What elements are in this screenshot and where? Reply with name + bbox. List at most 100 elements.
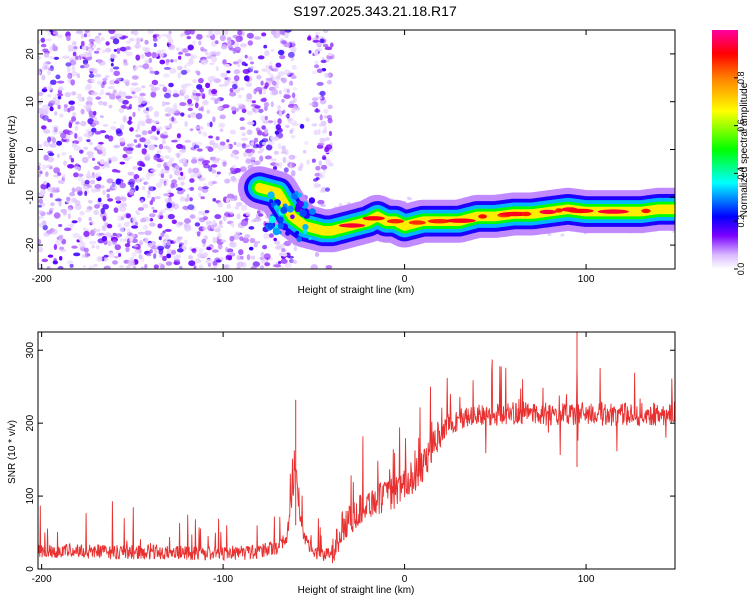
heatmap-speckle-dot (218, 84, 224, 88)
heatmap-speckle-dot (204, 210, 210, 214)
heatmap-speckle-dot (269, 61, 273, 67)
heatmap-speckle-dot (184, 121, 188, 127)
heatmap-speckle-dot (40, 37, 46, 43)
heatmap-speckle-dot (168, 30, 172, 35)
heatmap-speckle-dot (142, 203, 149, 209)
heatmap-speckle-dot (106, 193, 110, 199)
heatmap-speckle-dot (96, 228, 101, 232)
heatmap-speckle-dot (160, 155, 164, 161)
colorbar-tick-label: 0.8 (736, 72, 746, 85)
heatmap-speckle-dot (63, 227, 72, 232)
heatmap-speckle-dot (88, 48, 93, 53)
heatmap-speckle-dot (192, 173, 199, 178)
heatmap-speckle-dot (84, 190, 88, 196)
heatmap-speckle-dot (176, 152, 180, 159)
heatmap-cluster-dot (296, 236, 302, 242)
heatmap-speckle-dot (103, 265, 111, 269)
heatmap-speckle-dot (153, 154, 158, 161)
heatmap-speckle-dot (182, 48, 189, 53)
heatmap-hotspot (427, 219, 451, 224)
heatmap-speckle-dot (223, 30, 229, 36)
heatmap-speckle-dot (234, 195, 238, 201)
heatmap-speckle-dot (177, 72, 182, 79)
heatmap-speckle-dot (322, 169, 327, 174)
heatmap-speckle-dot (230, 241, 237, 248)
heatmap-speckle-dot (116, 77, 122, 81)
heatmap-speckle-dot (38, 143, 43, 149)
heatmap-speckle-dot (211, 75, 216, 80)
heatmap-speckle-dot (281, 98, 285, 103)
heatmap-speckle-dot (78, 97, 83, 102)
heatmap-speckle-dot (277, 49, 285, 56)
heatmap-speckle-dot (263, 253, 271, 260)
heatmap-speckle-dot (77, 173, 84, 177)
heatmap-speckle-dot (200, 46, 205, 52)
heatmap-speckle-dot (322, 43, 329, 48)
heatmap-speckle-dot (45, 38, 53, 42)
heatmap-speckle-dot (215, 136, 220, 141)
heatmap-speckle-dot (119, 227, 125, 232)
heatmap-speckle-dot (96, 80, 103, 86)
heatmap-speckle-dot (149, 70, 156, 74)
heatmap-speckle-dot (222, 59, 227, 65)
heatmap-speckle-dot (41, 258, 49, 263)
heatmap-speckle-dot (189, 30, 195, 35)
heatmap-speckle-dot (120, 216, 125, 221)
heatmap-speckle-dot (88, 38, 96, 43)
heatmap-speckle-dot (241, 143, 247, 149)
heatmap-speckle-dot (48, 100, 55, 106)
heatmap-speckle-dot (151, 79, 159, 86)
heatmap-speckle-dot (82, 227, 87, 232)
heatmap-speckle-dot (298, 165, 303, 172)
heatmap-speckle-dot (274, 162, 280, 167)
heatmap-speckle-dot (48, 55, 55, 60)
heatmap-y-tick-label: -20 (25, 237, 36, 252)
heatmap-x-tick-label: -200 (32, 274, 52, 285)
colorbar-gradient (712, 30, 738, 269)
heatmap-speckle-dot (144, 153, 151, 157)
heatmap-speckle-dot (240, 220, 248, 227)
heatmap-speckle-dot (268, 73, 274, 77)
heatmap-speckle-dot (195, 113, 203, 120)
heatmap-speckle-dot (95, 96, 101, 100)
heatmap-speckle-dot (314, 31, 321, 35)
heatmap-speckle-dot (72, 48, 78, 53)
heatmap-speckle-dot (147, 30, 154, 34)
heatmap-speckle-dot (132, 111, 136, 118)
heatmap-speckle-dot (90, 179, 96, 185)
heatmap-speckle-dot (208, 135, 214, 139)
heatmap-speckle-dot (196, 231, 201, 237)
heatmap-speckle-dot (52, 260, 58, 265)
heatmap-speckle-dot (173, 58, 178, 63)
heatmap-speckle-dot (88, 217, 92, 221)
heatmap-hotspot (362, 216, 385, 221)
heatmap-speckle-dot (209, 80, 213, 84)
heatmap-speckle-dot (215, 66, 219, 72)
heatmap-speckle-dot (38, 246, 43, 253)
heatmap-speckle-dot (118, 107, 125, 114)
heatmap-speckle-dot (183, 239, 188, 246)
heatmap-speckle-dot (146, 194, 152, 199)
heatmap-speckle-dot (165, 261, 173, 266)
heatmap-speckle-dot (244, 54, 248, 59)
heatmap-speckle-dot (81, 156, 89, 164)
heatmap-speckle-dot (163, 73, 170, 78)
heatmap-speckle-dot (245, 144, 250, 148)
heatmap-speckle-dot (103, 254, 109, 258)
heatmap-speckle-dot (41, 74, 46, 81)
heatmap-speckle-dot (152, 187, 156, 190)
heatmap-speckle-dot (180, 181, 185, 186)
heatmap-speckle-dot (208, 165, 213, 172)
heatmap-speckle-dot (322, 129, 327, 134)
heatmap-speckle-dot (230, 222, 235, 228)
heatmap-speckle-dot (123, 146, 129, 152)
heatmap-speckle-dot (239, 43, 248, 48)
heatmap-cluster-dot (297, 192, 302, 198)
heatmap-speckle-dot (159, 53, 164, 57)
heatmap-speckle-dot (247, 40, 253, 46)
heatmap-speckle-dot (139, 137, 146, 143)
heatmap-speckle-dot (183, 65, 187, 69)
heatmap-speckle-dot (252, 261, 260, 267)
heatmap-speckle-dot (560, 233, 565, 237)
heatmap-speckle-dot (88, 110, 94, 117)
